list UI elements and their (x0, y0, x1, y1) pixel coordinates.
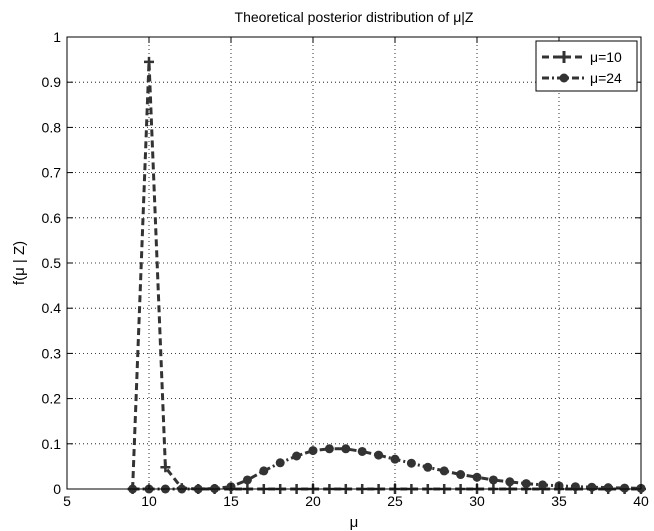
x-tick-label: 5 (63, 493, 71, 509)
data-point-circle (521, 479, 531, 489)
data-point-circle (292, 451, 302, 461)
legend-label-mu24: μ=24 (590, 70, 622, 86)
data-point-plus (160, 462, 171, 473)
grid-layer (67, 37, 641, 489)
data-point-circle (570, 482, 580, 492)
data-point-circle (603, 483, 613, 493)
data-point-circle (275, 458, 285, 468)
x-tick-label: 40 (633, 493, 649, 509)
x-tick-label: 35 (551, 493, 567, 509)
data-point-circle (374, 450, 384, 460)
y-tick-label: 0.2 (42, 391, 62, 407)
y-tick-label: 0.5 (42, 255, 62, 271)
y-tick-label: 0 (53, 481, 61, 497)
plot-area (67, 37, 641, 489)
data-point-circle (439, 466, 449, 476)
chart-title: Theoretical posterior distribution of μ|… (235, 9, 474, 25)
tick-layer: 5 10 15 20 25 30 35 40 0 0.1 0.2 0.3 0.4 0.5 0.6 0.7 0.8… (42, 29, 649, 509)
legend-label-mu10: μ=10 (590, 49, 622, 65)
data-point-circle (423, 462, 433, 472)
y-tick-label: 0.7 (42, 165, 62, 181)
x-axis-label: μ (350, 514, 359, 531)
data-point-circle (357, 446, 367, 456)
data-point-plus (144, 56, 154, 67)
data-point-circle (259, 466, 269, 476)
data-point-circle (242, 475, 252, 485)
data-point-circle (390, 454, 400, 464)
data-point-circle (472, 472, 482, 482)
x-tick-label: 15 (223, 493, 239, 509)
data-point-circle (324, 444, 334, 454)
legend: μ=10 μ=24 (535, 40, 638, 92)
data-point-circle (488, 475, 498, 485)
y-tick-label: 0.3 (42, 345, 62, 361)
y-tick-label: 0.1 (42, 436, 62, 452)
x-tick-label: 10 (141, 493, 157, 509)
data-point-circle (341, 444, 351, 454)
x-tick-label: 25 (387, 493, 403, 509)
data-point-circle (505, 477, 515, 487)
data-point-circle (538, 480, 548, 490)
y-tick-label: 0.6 (42, 210, 62, 226)
legend-circle-marker (559, 73, 569, 83)
data-point-circle (406, 458, 416, 468)
data-point-circle (587, 482, 597, 492)
y-tick-label: 0.9 (42, 74, 62, 90)
legend-box (535, 40, 638, 92)
data-point-circle (456, 470, 466, 480)
y-tick-label: 1 (53, 29, 61, 45)
x-tick-label: 30 (469, 493, 485, 509)
y-tick-label: 0.4 (42, 300, 62, 316)
y-axis-label: f(μ | Z) (11, 241, 28, 285)
y-tick-label: 0.8 (42, 119, 62, 135)
x-tick-label: 20 (305, 493, 321, 509)
data-point-circle (308, 446, 318, 456)
legend-plus-marker (558, 51, 570, 63)
data-point-circle (620, 483, 630, 493)
